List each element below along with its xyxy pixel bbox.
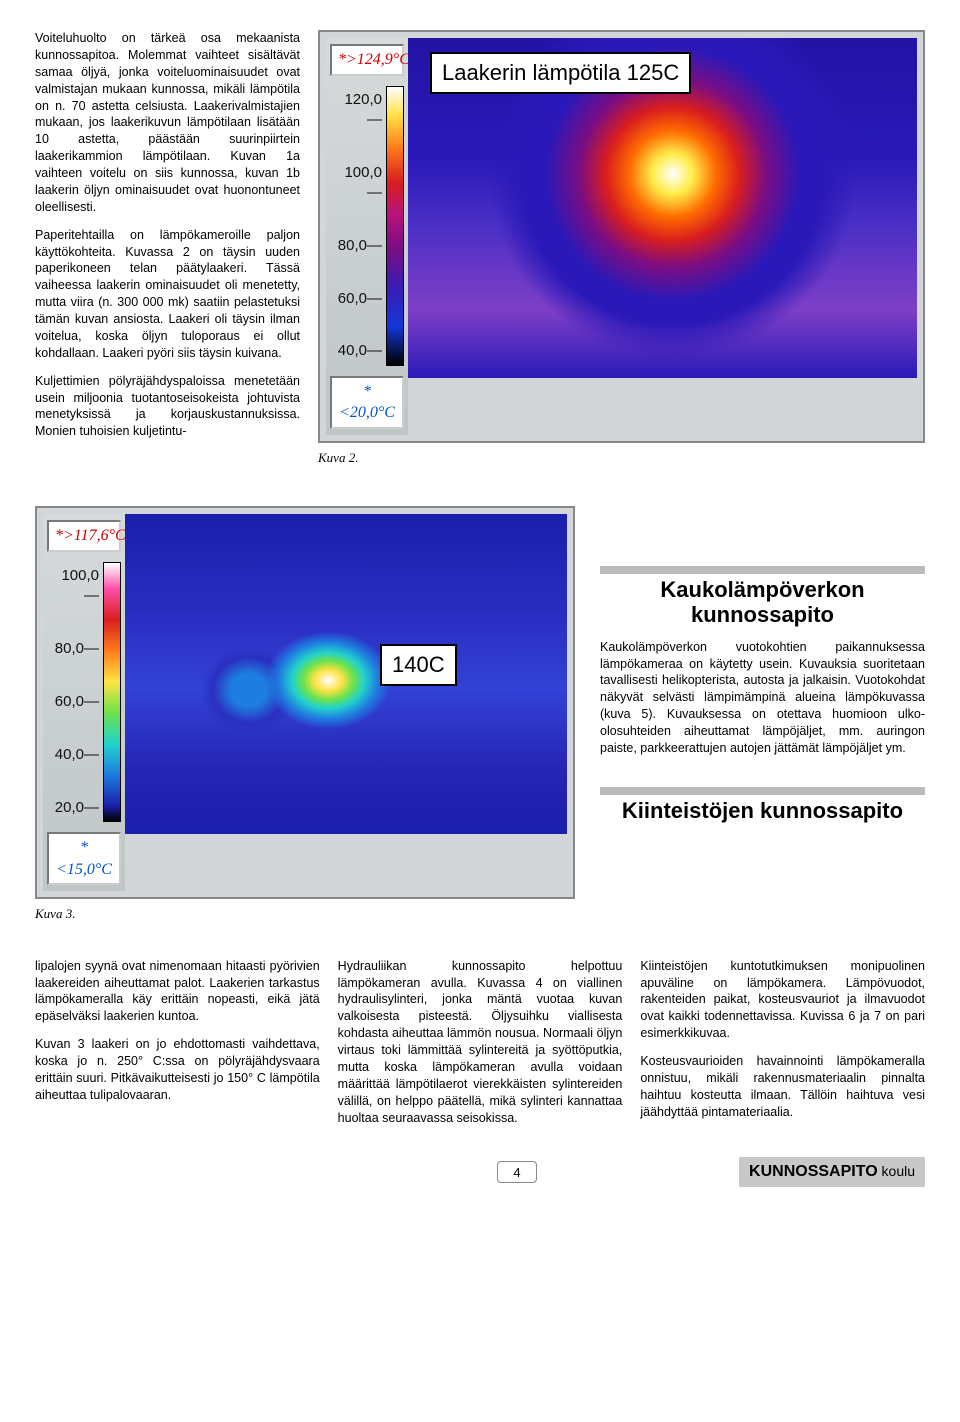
paragraph: Kuljettimien pölyräjähdyspaloissa menete…	[35, 373, 300, 441]
paragraph: Kaukolämpöverkon vuotokohtien paikannuks…	[600, 639, 925, 757]
top-row: Voiteluhuolto on tärkeä osa mekaanista k…	[35, 30, 925, 466]
thermal-image: Laakerin lämpötila 125C	[408, 38, 917, 378]
figure-3: *>117,6°C 100,0—80,0—60,0—40,0—20,0— *<1…	[35, 506, 575, 922]
figure-caption: Kuva 2.	[318, 449, 925, 467]
scale-min-label: *<20,0°C	[330, 376, 404, 429]
thermal-annotation: 140C	[380, 644, 457, 686]
scale-min-label: *<15,0°C	[47, 832, 121, 885]
footer-brand-bold: KUNNOSSAPITO	[749, 1163, 878, 1180]
scale-max-label: *>117,6°C	[47, 520, 121, 552]
scale-ticks: 100,0—80,0—60,0—40,0—20,0—	[47, 562, 103, 822]
scale-colorbar	[386, 86, 404, 366]
bottom-columns: lipalojen syynä ovat nimenomaan hitaasti…	[35, 958, 925, 1138]
paragraph: Paperitehtailla on lämpökameroille paljo…	[35, 227, 300, 362]
right-section-column: Kaukolämpöverkon kunnossapito Kaukolämpö…	[600, 506, 925, 922]
scale-ticks: 120,0—100,0—80,0—60,0—40,0—	[330, 86, 386, 366]
thermal-frame: *>124,9°C 120,0—100,0—80,0—60,0—40,0— *<…	[318, 30, 925, 443]
thermal-scale: *>124,9°C 120,0—100,0—80,0—60,0—40,0— *<…	[326, 38, 408, 435]
thermal-frame: *>117,6°C 100,0—80,0—60,0—40,0—20,0— *<1…	[35, 506, 575, 899]
bottom-col-1: lipalojen syynä ovat nimenomaan hitaasti…	[35, 958, 320, 1138]
thermal-annotation: Laakerin lämpötila 125C	[430, 52, 691, 94]
header-bar	[600, 566, 925, 574]
thermal-image: 140C	[125, 514, 567, 834]
section-title: Kiinteistöjen kunnossapito	[600, 799, 925, 823]
header-bar	[600, 787, 925, 795]
section-header: Kaukolämpöverkon kunnossapito	[600, 566, 925, 626]
thermal-scale: *>117,6°C 100,0—80,0—60,0—40,0—20,0— *<1…	[43, 514, 125, 891]
mid-row: *>117,6°C 100,0—80,0—60,0—40,0—20,0— *<1…	[35, 506, 925, 922]
page-footer: 4 KUNNOSSAPITO koulu	[35, 1157, 925, 1187]
page-number: 4	[497, 1161, 537, 1183]
figure-caption: Kuva 3.	[35, 905, 575, 923]
paragraph: Kosteusvaurioiden havainnointi lämpökame…	[640, 1053, 925, 1121]
paragraph: Kiinteistöjen kuntotutkimuksen monipuoli…	[640, 958, 925, 1042]
bottom-col-2: Hydrauliikan kunnossapito helpottuu lämp…	[338, 958, 623, 1138]
figure-2: *>124,9°C 120,0—100,0—80,0—60,0—40,0— *<…	[318, 30, 925, 466]
scale-colorbar	[103, 562, 121, 822]
paragraph: Kuvan 3 laakeri on jo ehdottomasti vaihd…	[35, 1036, 320, 1104]
bottom-col-3: Kiinteistöjen kuntotutkimuksen monipuoli…	[640, 958, 925, 1138]
footer-brand: KUNNOSSAPITO koulu	[739, 1157, 925, 1187]
paragraph: lipalojen syynä ovat nimenomaan hitaasti…	[35, 958, 320, 1026]
section-header: Kiinteistöjen kunnossapito	[600, 787, 925, 823]
section-title: Kaukolämpöverkon kunnossapito	[600, 578, 925, 626]
paragraph: Hydrauliikan kunnossapito helpottuu lämp…	[338, 958, 623, 1127]
left-text-column: Voiteluhuolto on tärkeä osa mekaanista k…	[35, 30, 300, 466]
footer-brand-light: koulu	[878, 1163, 915, 1179]
paragraph: Voiteluhuolto on tärkeä osa mekaanista k…	[35, 30, 300, 216]
scale-max-label: *>124,9°C	[330, 44, 404, 76]
